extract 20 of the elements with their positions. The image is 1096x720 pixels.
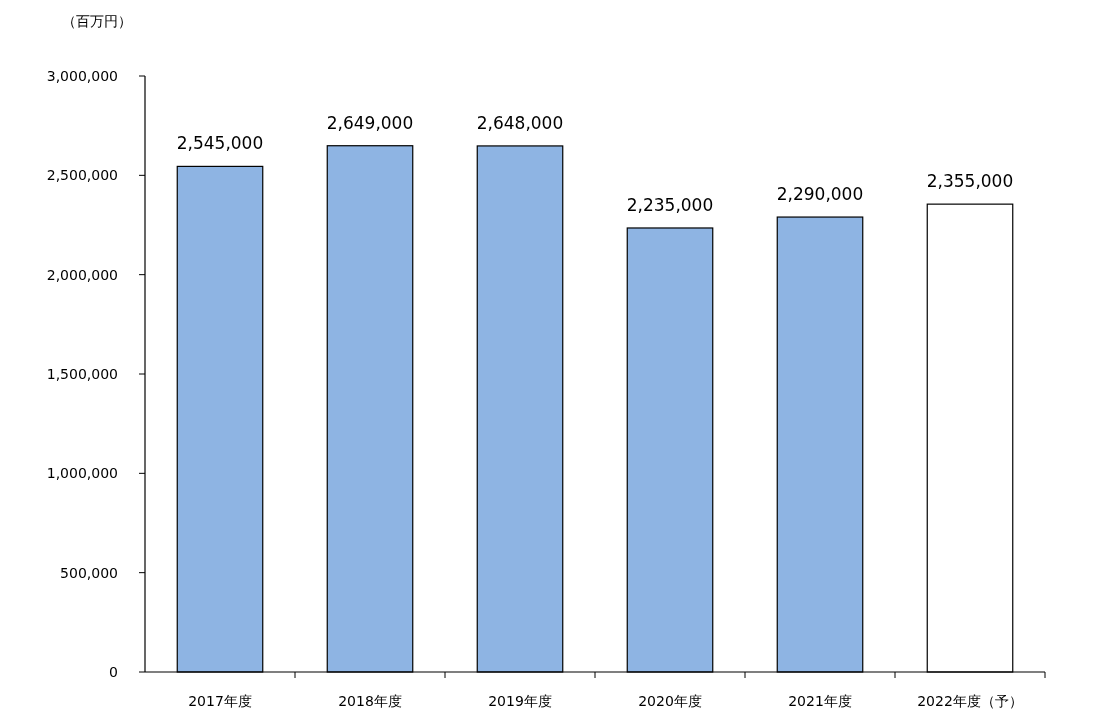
- data-label: 2,545,000: [176, 133, 264, 154]
- data-label: 2,290,000: [776, 184, 864, 205]
- x-tick-label: 2019年度: [488, 693, 552, 709]
- y-tick-label: 3,000,000: [46, 68, 118, 84]
- data-label: 2,648,000: [476, 112, 564, 133]
- y-axis-title: （百万円）: [62, 13, 132, 29]
- y-tick-label: 500,000: [60, 564, 118, 581]
- data-label: 2,355,000: [926, 171, 1014, 192]
- y-tick-label: 1,500,000: [46, 366, 118, 382]
- x-tick-label: 2018年度: [338, 693, 402, 709]
- y-tick-label: 2,000,000: [46, 266, 118, 283]
- data-label: 2,649,000: [326, 112, 414, 133]
- y-tick-label: 1,000,000: [46, 465, 118, 482]
- x-tick-label: 2017年度: [188, 693, 252, 709]
- data-label: 2,235,000: [626, 194, 714, 215]
- x-tick-label: 2022年度（予）: [917, 693, 1023, 709]
- y-tick-label: 0: [109, 664, 118, 680]
- x-tick-label: 2020年度: [638, 693, 702, 709]
- x-tick-label: 2021年度: [788, 693, 852, 709]
- y-tick-label: 2,500,000: [46, 167, 118, 184]
